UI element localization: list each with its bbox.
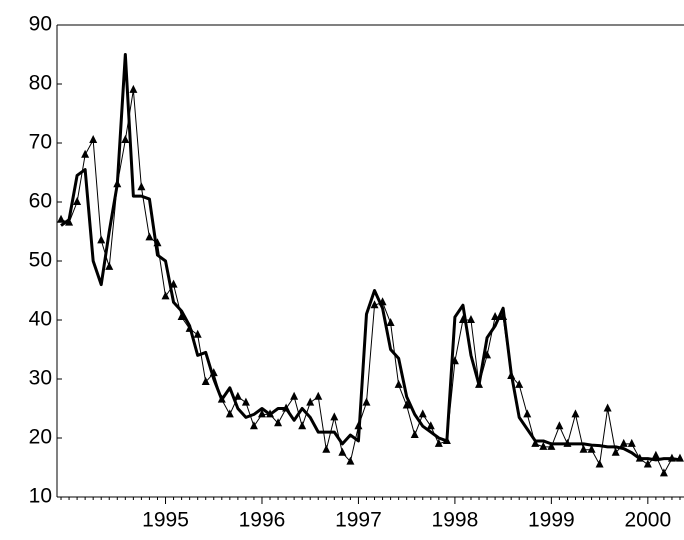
triangle-marker bbox=[241, 397, 250, 406]
triangle-marker bbox=[89, 135, 98, 144]
triangle-marker bbox=[499, 312, 508, 321]
triangle-marker bbox=[257, 409, 266, 418]
triangle-marker bbox=[475, 379, 484, 388]
triangle-marker bbox=[442, 435, 451, 444]
triangle-marker bbox=[563, 438, 572, 447]
y-tick-label: 40 bbox=[29, 308, 52, 331]
y-tick-label: 60 bbox=[29, 190, 52, 213]
triangle-marker bbox=[153, 238, 162, 247]
triangle-marker bbox=[643, 459, 652, 468]
triangle-marker bbox=[81, 149, 90, 158]
triangle-marker bbox=[57, 214, 66, 223]
x-tick-label: 2000 bbox=[624, 509, 671, 532]
x-tick-label: 1998 bbox=[432, 509, 479, 532]
triangle-marker bbox=[161, 291, 170, 300]
triangle-marker bbox=[145, 232, 154, 241]
triangle-marker bbox=[587, 444, 596, 453]
triangle-marker bbox=[249, 421, 258, 430]
triangle-marker bbox=[483, 350, 492, 359]
triangle-marker bbox=[603, 403, 612, 412]
triangle-marker bbox=[298, 421, 307, 430]
triangle-marker bbox=[65, 217, 74, 226]
triangle-marker bbox=[555, 421, 564, 430]
triangle-marker bbox=[410, 430, 419, 439]
triangle-marker bbox=[579, 444, 588, 453]
triangle-marker bbox=[394, 379, 403, 388]
triangle-marker bbox=[651, 450, 660, 459]
x-tick-label: 1999 bbox=[528, 509, 575, 532]
triangle-marker bbox=[169, 279, 178, 288]
triangle-marker bbox=[402, 400, 411, 409]
y-tick-label: 20 bbox=[29, 426, 52, 449]
triangle-marker bbox=[619, 438, 628, 447]
y-tick-label: 50 bbox=[29, 249, 52, 272]
triangle-marker bbox=[515, 379, 524, 388]
triangle-marker bbox=[266, 409, 275, 418]
triangle-marker bbox=[338, 447, 347, 456]
triangle-marker bbox=[193, 329, 202, 338]
triangle-marker bbox=[129, 84, 138, 93]
triangle-marker bbox=[659, 468, 668, 477]
triangle-marker bbox=[217, 394, 226, 403]
triangle-marker bbox=[177, 312, 186, 321]
triangle-marker bbox=[306, 397, 315, 406]
triangle-marker bbox=[595, 459, 604, 468]
triangle-marker bbox=[667, 453, 676, 462]
triangle-marker bbox=[201, 376, 210, 385]
triangle-marker bbox=[73, 197, 82, 205]
triangle-marker bbox=[362, 397, 371, 406]
triangle-marker bbox=[418, 409, 427, 418]
triangle-marker bbox=[105, 261, 114, 270]
series-line bbox=[60, 89, 680, 474]
triangle-marker bbox=[523, 409, 532, 418]
y-tick-label: 30 bbox=[29, 367, 52, 390]
triangle-marker bbox=[97, 235, 106, 244]
triangle-marker bbox=[466, 315, 475, 323]
triangle-marker bbox=[314, 391, 323, 400]
triangle-marker bbox=[627, 438, 636, 447]
triangle-marker bbox=[635, 453, 644, 462]
triangle-marker bbox=[507, 371, 516, 380]
triangle-marker bbox=[282, 403, 291, 412]
triangle-marker bbox=[137, 182, 146, 191]
triangle-marker bbox=[571, 409, 580, 418]
triangle-marker bbox=[233, 391, 242, 400]
triangle-marker bbox=[370, 300, 379, 309]
x-tick-label: 1996 bbox=[239, 509, 286, 532]
x-tick-label: 1995 bbox=[142, 509, 189, 532]
triangle-marker bbox=[290, 391, 299, 400]
triangle-marker bbox=[539, 441, 548, 450]
triangle-marker bbox=[547, 441, 556, 450]
y-tick-label: 10 bbox=[29, 485, 52, 508]
triangle-marker bbox=[386, 317, 395, 326]
triangle-marker bbox=[458, 315, 467, 323]
triangle-marker bbox=[330, 412, 339, 421]
triangle-marker bbox=[322, 444, 331, 453]
triangle-marker bbox=[209, 368, 218, 377]
triangle-marker bbox=[274, 418, 283, 427]
triangle-marker bbox=[378, 297, 387, 306]
triangle-marker bbox=[531, 438, 540, 447]
triangle-marker bbox=[426, 421, 435, 430]
y-tick-label: 80 bbox=[29, 72, 52, 95]
x-tick-label: 1997 bbox=[335, 509, 382, 532]
triangle-marker bbox=[346, 456, 355, 465]
triangle-marker bbox=[675, 453, 684, 462]
triangle-marker bbox=[185, 323, 194, 332]
triangle-marker bbox=[121, 135, 130, 144]
series-line bbox=[60, 53, 681, 462]
triangle-marker bbox=[354, 421, 363, 430]
triangle-marker bbox=[113, 179, 122, 188]
y-tick-label: 70 bbox=[29, 131, 52, 154]
triangle-marker bbox=[450, 356, 459, 365]
triangle-marker bbox=[491, 312, 500, 321]
triangle-marker bbox=[611, 447, 620, 456]
triangle-marker bbox=[434, 438, 443, 447]
y-tick-label: 90 bbox=[29, 13, 52, 36]
triangle-marker bbox=[225, 409, 234, 418]
